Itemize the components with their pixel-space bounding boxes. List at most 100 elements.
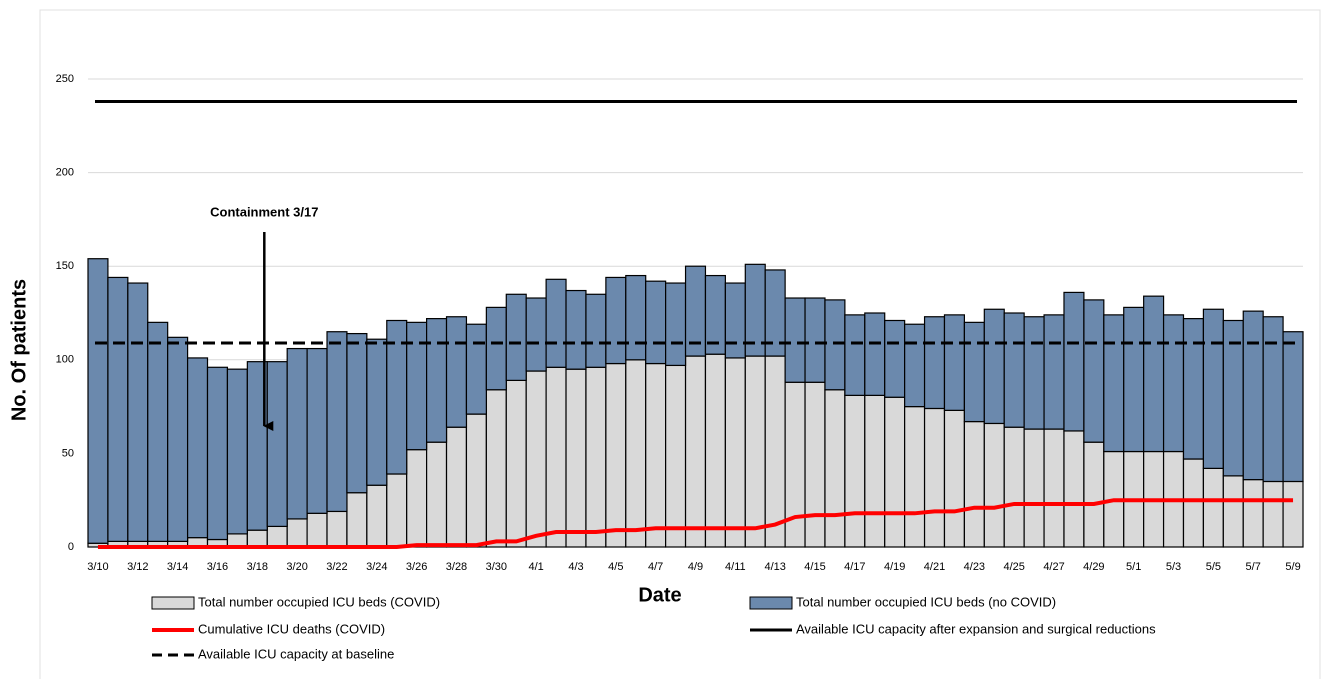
- y-axis-title: No. Of patients: [8, 279, 30, 421]
- bar: [186, 357, 209, 539]
- bar: [1063, 430, 1085, 548]
- bar: [824, 389, 846, 548]
- bar: [286, 347, 308, 520]
- bar: [904, 406, 926, 548]
- bar: [1282, 480, 1304, 548]
- bar: [1003, 312, 1025, 428]
- bar: [266, 525, 288, 548]
- bar: [704, 353, 726, 548]
- bar: [923, 316, 946, 410]
- x-tick-label: 3/22: [326, 561, 347, 573]
- legend-label: Available ICU capacity after expansion a…: [796, 621, 1156, 636]
- bar: [485, 389, 507, 548]
- bar: [744, 355, 766, 548]
- bar: [445, 426, 468, 548]
- bar: [485, 306, 507, 391]
- bar: [923, 407, 946, 548]
- y-tick-label: 200: [56, 167, 74, 179]
- legend-label: Total number occupied ICU beds (no COVID…: [796, 594, 1056, 609]
- y-tick-label: 150: [56, 260, 74, 272]
- bar: [1023, 428, 1045, 548]
- bar: [326, 510, 348, 548]
- bar: [366, 484, 388, 548]
- bar: [426, 318, 448, 443]
- bar: [645, 362, 667, 548]
- bar: [1202, 467, 1224, 548]
- x-tick-label: 4/23: [964, 561, 985, 573]
- bar: [724, 357, 746, 548]
- bar: [346, 332, 368, 494]
- bar: [326, 331, 348, 513]
- x-tick-label: 3/24: [366, 561, 387, 573]
- bar: [963, 321, 985, 423]
- bar: [904, 323, 926, 408]
- bar: [386, 473, 408, 548]
- bar: [505, 379, 527, 548]
- bar: [605, 362, 627, 548]
- x-tick-label: 4/27: [1043, 561, 1064, 573]
- x-axis-title: Date: [638, 584, 681, 606]
- bar: [246, 529, 268, 548]
- bar: [147, 321, 169, 542]
- bar: [1123, 306, 1145, 453]
- bar: [167, 336, 189, 542]
- bar: [665, 364, 687, 548]
- bar: [625, 274, 647, 361]
- bar: [804, 381, 826, 548]
- bar: [983, 422, 1005, 548]
- y-tick-label: 250: [56, 73, 74, 85]
- frame: [39, 9, 1321, 679]
- bar: [1043, 314, 1065, 430]
- x-tick-label: 3/12: [127, 561, 148, 573]
- x-tick-label: 4/29: [1083, 561, 1104, 573]
- bar: [1023, 316, 1045, 430]
- bar: [505, 293, 527, 381]
- x-tick-label: 4/9: [688, 561, 703, 573]
- bar: [864, 394, 886, 548]
- x-tick-label: 3/16: [207, 561, 228, 573]
- bar: [804, 297, 826, 383]
- y-tick-label: 50: [62, 447, 74, 459]
- bar: [884, 319, 906, 398]
- bar: [1162, 314, 1185, 453]
- bar: [127, 282, 149, 542]
- x-tick-label: 5/7: [1246, 561, 1261, 573]
- bar: [426, 441, 448, 548]
- bar: [684, 355, 707, 548]
- bar: [844, 394, 866, 548]
- bar: [1003, 426, 1025, 548]
- bar: [943, 314, 965, 411]
- bar: [784, 297, 806, 383]
- legend-label: Available ICU capacity at baseline: [198, 646, 394, 661]
- bar: [645, 280, 667, 365]
- x-tick-label: 3/28: [446, 561, 467, 573]
- bar: [306, 512, 328, 548]
- x-tick-label: 5/5: [1206, 561, 1221, 573]
- deaths-line: [97, 498, 1294, 549]
- bar: [884, 396, 906, 548]
- bar: [525, 297, 547, 372]
- legend-swatch: [749, 596, 793, 610]
- bar: [824, 299, 846, 391]
- bar: [1083, 441, 1105, 548]
- bar: [525, 370, 547, 548]
- bar: [465, 413, 487, 548]
- x-tick-label: 3/10: [87, 561, 108, 573]
- bar: [1262, 480, 1284, 548]
- x-tick-label: 4/3: [568, 561, 583, 573]
- x-tick-label: 4/19: [884, 561, 905, 573]
- bar: [445, 316, 468, 428]
- bar: [406, 449, 428, 548]
- bar: [1182, 318, 1205, 460]
- bar: [107, 276, 129, 542]
- bar: [266, 361, 288, 528]
- x-tick-label: 3/18: [247, 561, 268, 573]
- x-tick-label: 4/5: [608, 561, 623, 573]
- bar: [346, 492, 368, 548]
- x-tick-label: 4/21: [924, 561, 945, 573]
- x-tick-label: 4/25: [1003, 561, 1024, 573]
- bar: [565, 289, 587, 370]
- x-tick-label: 3/26: [406, 561, 427, 573]
- bar: [605, 276, 627, 365]
